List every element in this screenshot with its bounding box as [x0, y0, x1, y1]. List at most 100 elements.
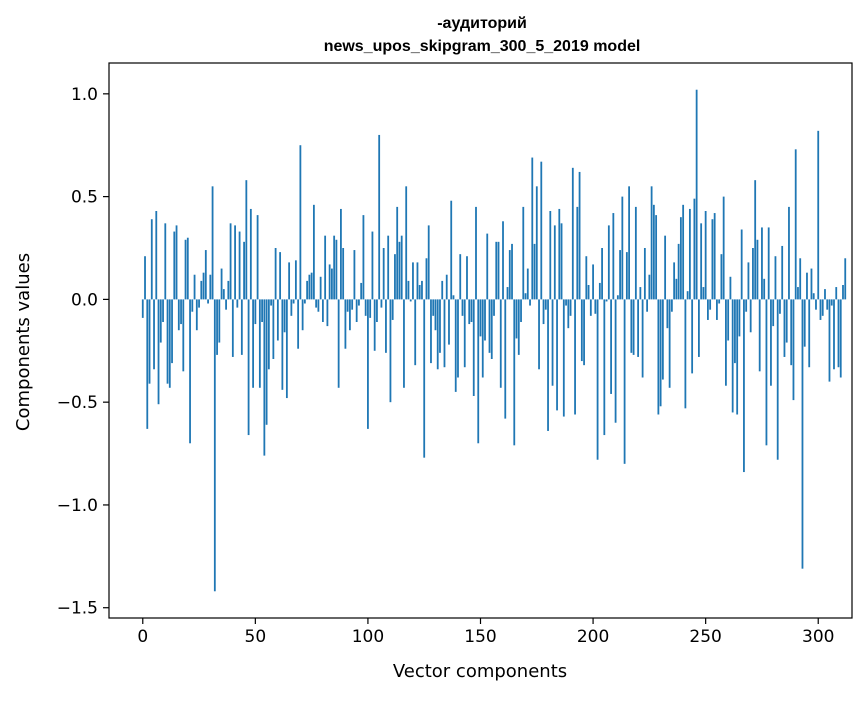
bar: [837, 299, 840, 368]
x-tick-label: 150: [464, 627, 496, 647]
bar: [619, 250, 621, 300]
bar: [346, 299, 349, 312]
bar: [243, 241, 245, 300]
bar: [567, 299, 570, 329]
bar: [204, 250, 207, 300]
bar: [247, 299, 250, 436]
bar: [166, 299, 169, 384]
bar: [666, 299, 669, 329]
bar: [698, 299, 700, 357]
bar: [583, 299, 585, 366]
bar: [283, 299, 286, 333]
bar: [267, 299, 270, 370]
bar: [673, 262, 676, 300]
bar: [713, 213, 716, 300]
bar: [484, 299, 486, 341]
bar: [202, 272, 205, 300]
bar: [279, 252, 282, 300]
bar: [488, 299, 491, 353]
bar: [529, 299, 531, 306]
bar: [238, 231, 241, 300]
bar: [504, 299, 507, 419]
bar: [810, 268, 813, 300]
bar: [184, 239, 187, 300]
bar: [763, 278, 766, 300]
bar: [195, 299, 198, 331]
bar: [643, 248, 646, 300]
bar: [443, 299, 446, 368]
y-tick-label: −1.0: [57, 496, 98, 516]
bar: [574, 299, 576, 415]
bar: [558, 208, 561, 300]
bar: [466, 256, 468, 300]
bar: [281, 299, 284, 390]
bar: [193, 274, 196, 300]
bar: [594, 299, 597, 314]
bar: [493, 299, 495, 316]
x-axis-ticks: 0 50 100 150 200 250 300: [137, 618, 834, 647]
chart-title-line-2: news_upos_skipgram_300_5_2019 model: [324, 38, 641, 55]
bar: [670, 299, 673, 312]
bar: [506, 287, 509, 300]
bar: [824, 289, 826, 300]
bar: [369, 299, 372, 318]
bar: [321, 299, 324, 322]
bar: [200, 280, 203, 300]
plot-frame: [108, 62, 853, 619]
bar: [779, 299, 781, 314]
bar: [819, 299, 822, 320]
bar: [508, 250, 511, 300]
bar: [614, 299, 617, 423]
bar: [655, 215, 658, 300]
bar: [331, 268, 333, 300]
bar: [578, 171, 581, 300]
bar: [542, 299, 545, 325]
bar: [479, 299, 482, 337]
bar: [450, 200, 453, 300]
bar: [175, 225, 178, 300]
bar: [632, 299, 635, 355]
bar: [220, 268, 223, 300]
bar: [358, 299, 360, 306]
bar: [333, 235, 336, 300]
bar: [297, 299, 300, 349]
bar: [524, 293, 527, 300]
bar: [144, 256, 146, 300]
x-axis-label: Vector components: [393, 661, 567, 682]
bar: [511, 243, 513, 300]
bar: [270, 299, 273, 306]
bar: [747, 262, 750, 300]
bar: [774, 256, 777, 300]
bar: [569, 299, 572, 316]
bar: [294, 260, 297, 300]
bar: [794, 149, 797, 300]
bar: [360, 282, 363, 300]
bar: [745, 299, 748, 312]
bar: [785, 299, 788, 343]
bar: [146, 299, 149, 429]
y-axis-ticks: −1.5 −1.0 −0.5 0.0 0.5 1.0: [57, 85, 109, 619]
y-tick-label: 1.0: [71, 85, 98, 105]
bar: [148, 299, 151, 384]
bar: [222, 289, 225, 300]
bar: [623, 299, 626, 464]
bar: [191, 299, 194, 312]
bar: [159, 299, 162, 343]
bar: [211, 186, 214, 300]
bar: [249, 208, 252, 300]
bar: [729, 276, 732, 300]
bar: [362, 215, 365, 300]
bar: [639, 287, 642, 300]
chart-title: -аудиторий news_upos_skipgram_300_5_2019…: [324, 15, 641, 55]
bar: [806, 272, 808, 300]
bar: [693, 198, 696, 300]
bar: [299, 145, 302, 300]
bar: [423, 299, 426, 458]
bar: [513, 299, 516, 446]
bar: [628, 186, 630, 300]
bar: [551, 299, 554, 386]
bar: [630, 299, 633, 353]
bar: [540, 161, 543, 300]
bar: [560, 223, 563, 300]
bar: [722, 196, 725, 300]
